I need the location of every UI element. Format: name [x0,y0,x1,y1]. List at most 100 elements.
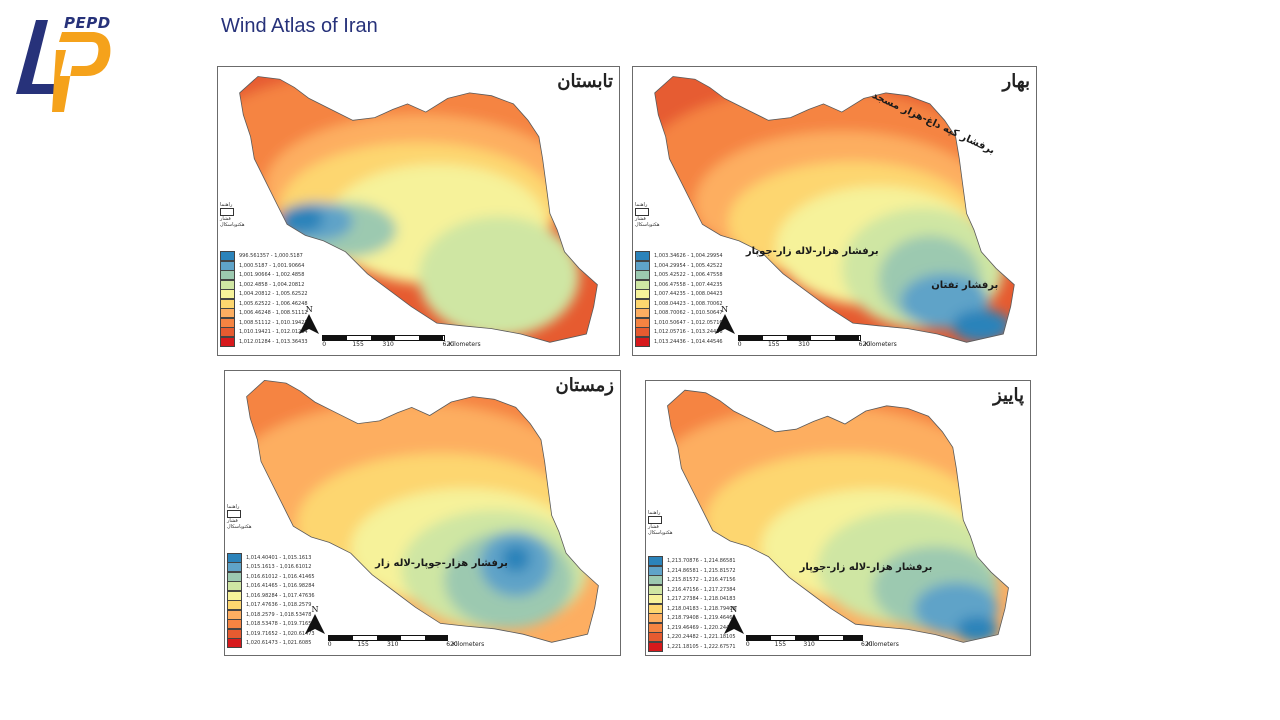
legend-label: 1,215.81572 - 1,216.47156 [667,577,736,584]
legend-swatch [220,336,235,347]
map-panel-autumn: پاییز راهنما فشار هکتوپاسکال 1,213.70876 - 1… [645,380,1031,656]
legend-item: 1,016.98284 - 1,017.47636 [227,590,315,601]
legend-swatch [220,279,235,290]
scale-tick-label: 620 [442,341,454,348]
scale-unit-label: Kilometers [866,641,899,648]
scale-tick-label: 620 [858,341,871,348]
key-box [648,515,662,524]
legend-label: 1,008.51112 - 1,010.19421 [239,319,308,326]
legend-item: 1,008.51112 - 1,010.19421 [220,317,308,328]
country-border [246,379,599,643]
legend-label: 1,018.53478 - 1,019.71652 [246,621,315,627]
scale-tick-label: 310 [382,341,394,348]
legend-swatch [648,613,663,624]
legend-swatch [220,260,235,271]
contour-band [951,309,1011,343]
legend-label: 1,216.47156 - 1,217.27384 [667,586,736,593]
legend-label: 1,004.29954 - 1,005.42522 [654,262,723,269]
legend: 1,213.70876 - 1,214.86581 1,214.86581 - 1… [648,556,736,652]
legend-item: 1,012.01284 - 1,013.36433 [220,336,308,347]
legend-swatch [220,289,235,300]
legend-label: 1,000.5187 - 1,001.90664 [239,262,305,269]
pepd-logo: PEPD [14,14,114,114]
scale-unit-label: Kilometers [452,641,485,648]
legend-label: 996.561357 - 1,000.5187 [239,253,303,260]
map-svg [246,379,599,643]
legend-item: 1,003.34626 - 1,004.29954 [635,251,723,262]
contour-band [418,216,580,337]
scale-tick-label: 155 [352,341,364,348]
legend-label: 1,005.62522 - 1,006.46248 [239,300,308,307]
scale-tick-label: 0 [327,641,332,648]
key-title: راهنما [220,202,233,209]
legend-label: 1,003.34626 - 1,004.29954 [654,253,723,260]
legend-item: 1,007.44235 - 1,008.04423 [635,289,723,300]
scale-bar-graphic [737,335,861,341]
legend-label: 1,002.4858 - 1,004.20812 [239,281,305,288]
map-panel-winter: زمستان راهنما فشار هکتوپاسکال 1,014.40401 - … [224,370,621,656]
north-arrow-icon [723,614,744,634]
scale-tick-label: 0 [322,341,327,348]
north-arrow-icon [305,614,325,634]
legend-swatch [648,556,663,567]
scale-bar-graphic [322,335,445,341]
scale-tick-label: 310 [803,641,815,648]
legend-swatch [220,251,235,262]
country-border [667,389,1009,643]
north-arrow-icon [714,314,735,334]
scale-tick-label: 0 [745,641,750,648]
legend-swatch [635,317,650,328]
legend-item: 1,004.20812 - 1,005.62522 [220,289,308,300]
legend-label: 1,017.47636 - 1,018.2579 [246,602,312,608]
pressure-annotation: برفشار هزار-لاله زار-جوپار [799,561,933,573]
legend-item: 1,002.4858 - 1,004.20812 [220,279,308,290]
legend-item: 1,016.41465 - 1,016.98284 [227,581,315,591]
scale-tick-label: 155 [767,341,780,348]
legend-label: 1,016.61012 - 1,016.41465 [246,573,315,580]
legend-label: 1,218.79408 - 1,219.46469 [667,615,736,622]
legend-label: 1,005.42522 - 1,006.47558 [654,272,723,279]
key-unit-label: هکتوپاسکال [220,222,245,229]
country-border [239,76,598,343]
legend-label: 1,220.24482 - 1,221.18105 [667,634,736,641]
north-arrow: N [304,605,326,635]
legend-label: 1,013.24436 - 1,014.44546 [654,338,723,345]
scale-unit-label: Kilometers [864,341,897,348]
legend-item: 1,018.53478 - 1,019.71652 [227,619,315,629]
legend-item: 1,010.19421 - 1,012.01284 [220,327,308,338]
legend-swatch [227,609,242,620]
legend-swatch [648,622,663,633]
legend-item: 1,005.62522 - 1,006.46248 [220,298,308,309]
legend-label: 1,007.44235 - 1,008.04423 [654,291,723,298]
map-svg [667,389,1009,643]
legend-item: 1,014.40401 - 1,015.1613 [227,552,315,563]
scale-tick-label: 620 [446,641,458,648]
map-key: راهنما فشار هکتوپاسکال [648,510,673,536]
key-title: راهنما [648,509,661,516]
legend-label: 1,014.40401 - 1,015.1613 [246,554,312,561]
legend-label: 1,016.41465 - 1,016.98284 [246,583,315,589]
map-panel-spring: بهار راهنما فشار هکتوپاسکال 1,003.34626 - 1,… [632,66,1037,356]
season-title: زمستان [555,375,614,396]
key-box [635,208,649,217]
legend-item: 1,010.50647 - 1,012.05716 [635,317,723,328]
legend-item: 1,006.46248 - 1,008.51112 [220,308,308,319]
legend-item: 1,221.18105 - 1,222.67571 [648,641,736,652]
legend-swatch [220,298,235,309]
north-arrow: N [714,305,736,335]
legend-item: 1,018.2579 - 1,018.53478 [227,609,315,620]
legend-item: 1,008.70062 - 1,010.50647 [635,308,723,319]
legend-item: 1,213.70876 - 1,214.86581 [648,556,736,567]
season-title: بهار [1002,71,1030,92]
legend-swatch [648,641,663,652]
legend-swatch [635,270,650,281]
scale-bar-graphic [327,635,449,641]
scale-bar: 0 155 310 620 Kilometers [745,635,899,649]
legend-swatch [635,336,650,347]
map-svg [239,76,598,343]
map-svg [654,76,1015,343]
north-label: N [305,305,313,314]
scale-bar: 0 155 310 620 Kilometers [737,335,897,349]
north-arrow: N [298,305,320,335]
legend-label: 1,010.19421 - 1,012.01284 [239,329,308,336]
